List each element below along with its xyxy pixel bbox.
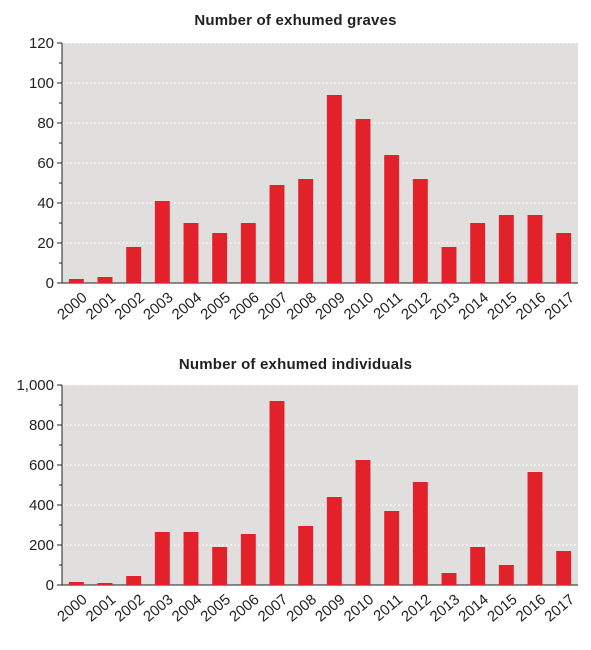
x-tick-label: 2015 xyxy=(484,591,520,625)
x-tick-label: 2014 xyxy=(455,591,491,625)
bar-2017 xyxy=(556,233,572,283)
bar-2007 xyxy=(269,401,285,585)
bar-2012 xyxy=(412,179,428,283)
y-tick-label: 20 xyxy=(37,235,54,252)
bar-2014 xyxy=(470,547,486,585)
x-tick-label: 2017 xyxy=(541,591,577,625)
bar-2008 xyxy=(298,179,314,283)
y-tick-label: 600 xyxy=(29,457,54,474)
bar-2010 xyxy=(355,119,371,283)
bar-2004 xyxy=(183,532,199,585)
bar-2003 xyxy=(154,532,170,585)
chart-title: Number of exhumed individuals xyxy=(178,356,413,373)
y-tick-label: 0 xyxy=(46,577,54,594)
x-tick-label: 2006 xyxy=(226,591,262,625)
bar-2011 xyxy=(384,155,400,283)
x-tick-label: 2002 xyxy=(111,591,147,625)
y-tick-label: 40 xyxy=(37,195,54,212)
bar-2007 xyxy=(269,185,285,283)
x-tick-label: 2003 xyxy=(140,591,176,625)
y-tick-label: 120 xyxy=(29,35,54,52)
bar-2004 xyxy=(183,223,199,283)
bar-2017 xyxy=(556,551,572,585)
y-tick-label: 800 xyxy=(29,417,54,434)
bar-2016 xyxy=(527,215,543,283)
bar-2008 xyxy=(298,526,314,585)
bar-2015 xyxy=(498,215,514,283)
bar-2006 xyxy=(240,534,256,585)
x-tick-label: 2009 xyxy=(312,591,348,625)
bar-2015 xyxy=(498,565,514,585)
bar-2005 xyxy=(212,233,228,283)
bar-2005 xyxy=(212,547,228,585)
x-tick-label: 2012 xyxy=(398,591,434,625)
bar-2013 xyxy=(441,247,457,283)
bar-2009 xyxy=(326,497,342,585)
bar-2013 xyxy=(441,573,457,585)
bar-2003 xyxy=(154,201,170,283)
bar-2009 xyxy=(326,95,342,283)
x-tick-label: 2008 xyxy=(283,591,319,625)
y-tick-label: 60 xyxy=(37,155,54,172)
x-tick-label: 2016 xyxy=(513,591,549,625)
x-tick-label: 2011 xyxy=(370,591,406,625)
bar-2002 xyxy=(126,576,142,585)
x-tick-label: 2010 xyxy=(341,591,377,625)
bar-2000 xyxy=(68,279,84,283)
bar-2006 xyxy=(240,223,256,283)
graves-chart: Number of exhumed graves 0 20 40 60 80 100 120… xyxy=(29,12,578,323)
chart-title: Number of exhumed graves xyxy=(194,12,397,29)
x-tick-label: 2001 xyxy=(83,591,119,625)
graves-chart-plot: 0204060801001202000200120022003200420052… xyxy=(29,35,578,323)
bar-2011 xyxy=(384,511,400,585)
y-tick-label: 1,000 xyxy=(16,377,54,394)
y-tick-label: 200 xyxy=(29,537,54,554)
bar-2002 xyxy=(126,247,142,283)
bar-2012 xyxy=(412,482,428,585)
x-tick-label: 2013 xyxy=(427,591,463,625)
bar-2014 xyxy=(470,223,486,283)
bar-2001 xyxy=(97,583,113,585)
y-tick-label: 100 xyxy=(29,75,54,92)
bar-2001 xyxy=(97,277,113,283)
x-tick-label: 2007 xyxy=(255,591,291,625)
y-tick-label: 400 xyxy=(29,497,54,514)
y-tick-label: 80 xyxy=(37,115,54,132)
y-tick-label: 0 xyxy=(46,275,54,292)
bar-2010 xyxy=(355,460,371,585)
bar-2016 xyxy=(527,472,543,585)
plot-background xyxy=(62,385,578,585)
x-tick-label: 2004 xyxy=(169,591,205,625)
x-tick-label: 2000 xyxy=(54,591,90,625)
bar-2000 xyxy=(68,582,84,585)
x-tick-label: 2005 xyxy=(197,591,233,625)
